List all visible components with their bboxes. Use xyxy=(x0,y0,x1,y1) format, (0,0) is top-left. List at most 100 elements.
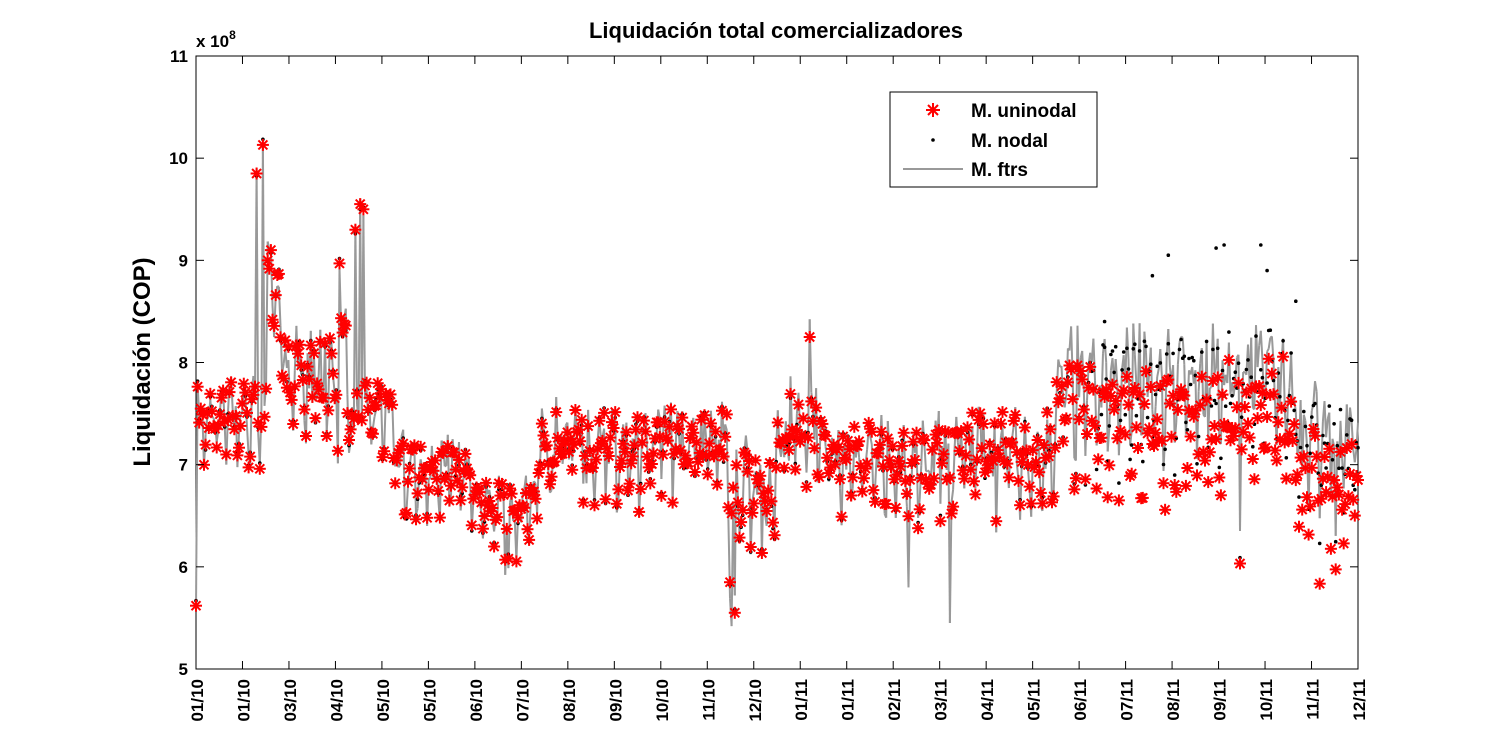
uninodal-point xyxy=(711,478,724,491)
uninodal-point xyxy=(867,484,880,497)
uninodal-point xyxy=(386,398,399,411)
uninodal-point xyxy=(1200,393,1213,406)
uninodal-point xyxy=(1270,454,1283,467)
uninodal-point xyxy=(598,406,611,419)
uninodal-point xyxy=(754,469,767,482)
uninodal-point xyxy=(376,451,389,464)
ftrs-line-segment xyxy=(925,469,928,473)
uninodal-point xyxy=(1234,557,1246,570)
uninodal-point xyxy=(292,347,304,360)
uninodal-point xyxy=(476,522,489,535)
uninodal-point xyxy=(1275,401,1288,414)
uninodal-point xyxy=(1323,442,1336,455)
ftrs-line-segment xyxy=(1141,331,1146,433)
uninodal-point xyxy=(1267,388,1280,401)
uninodal-point xyxy=(1128,382,1141,394)
ftrs-line-segment xyxy=(383,401,387,453)
uninodal-point xyxy=(339,319,352,332)
uninodal-point xyxy=(322,404,335,417)
ftrs-line-segment xyxy=(276,285,280,288)
uninodal-point xyxy=(231,449,244,462)
uninodal-point xyxy=(1291,468,1304,481)
uninodal-point xyxy=(1302,528,1315,541)
uninodal-point xyxy=(1112,494,1125,507)
uninodal-point xyxy=(869,495,881,508)
uninodal-point xyxy=(247,388,260,401)
nodal-point xyxy=(1179,337,1183,342)
uninodal-point xyxy=(255,420,268,433)
uninodal-point xyxy=(1069,472,1082,485)
uninodal-point xyxy=(1348,509,1361,522)
uninodal-point xyxy=(996,406,1009,419)
uninodal-point xyxy=(880,497,893,510)
uninodal-point xyxy=(749,454,762,467)
uninodal-point xyxy=(1235,443,1248,456)
uninodal-point xyxy=(480,476,493,489)
nodal-point xyxy=(1141,459,1145,464)
uninodal-point xyxy=(969,488,982,501)
uninodal-point xyxy=(1259,441,1272,454)
uninodal-point xyxy=(690,436,703,449)
uninodal-point xyxy=(400,506,413,519)
nodal-point xyxy=(1268,328,1273,333)
uninodal-point xyxy=(1246,453,1259,465)
x-tick-label: 11/10 xyxy=(699,679,718,721)
x-tick-label: 11/11 xyxy=(1304,679,1323,720)
legend-marker-uninodal xyxy=(926,103,940,117)
uninodal-point xyxy=(1301,491,1313,504)
nodal-point xyxy=(1123,412,1128,417)
ftrs-line-segment xyxy=(915,440,920,518)
uninodal-point xyxy=(1277,350,1290,363)
nodal-point xyxy=(1212,398,1217,403)
nodal-point xyxy=(1166,253,1171,257)
nodal-point xyxy=(1131,347,1136,351)
uninodal-point xyxy=(449,463,462,476)
uninodal-point xyxy=(943,471,956,484)
uninodal-point xyxy=(639,425,652,438)
uninodal-point xyxy=(856,485,869,498)
nodal-point xyxy=(1182,354,1187,359)
uninodal-point xyxy=(633,505,646,518)
uninodal-point xyxy=(390,454,403,467)
uninodal-point xyxy=(896,439,909,452)
uninodal-point xyxy=(834,473,846,486)
uninodal-point xyxy=(755,547,768,559)
uninodal-point xyxy=(1002,471,1015,484)
uninodal-point xyxy=(582,420,595,433)
x-tick-label: 08/11 xyxy=(1164,679,1183,721)
uninodal-point xyxy=(601,442,614,455)
x-tick-label: 10/10 xyxy=(653,679,672,722)
uninodal-point xyxy=(665,403,677,416)
nodal-point xyxy=(1302,409,1306,414)
uninodal-point xyxy=(913,503,926,516)
uninodal-point xyxy=(1125,467,1138,480)
uninodal-point xyxy=(512,511,524,524)
uninodal-point xyxy=(1304,500,1317,513)
nodal-point xyxy=(1333,539,1338,544)
uninodal-point xyxy=(1334,445,1347,458)
uninodal-point xyxy=(1036,497,1049,510)
ftrs-line-segment xyxy=(950,489,955,503)
uninodal-point xyxy=(1101,491,1114,504)
y-tick-label: 6 xyxy=(179,558,188,577)
uninodal-point xyxy=(1216,388,1229,401)
ftrs-line-segment xyxy=(1325,418,1329,438)
uninodal-point xyxy=(360,376,373,389)
uninodal-point xyxy=(422,483,435,496)
x-tick-label: 09/10 xyxy=(606,679,625,722)
nodal-point xyxy=(1109,352,1113,357)
uninodal-point xyxy=(249,380,261,393)
uninodal-point xyxy=(349,223,362,236)
uninodal-point xyxy=(1297,450,1310,463)
uninodal-point xyxy=(1222,353,1235,366)
uninodal-point xyxy=(687,426,700,439)
ftrs-line-segment xyxy=(1071,377,1076,459)
uninodal-point xyxy=(819,429,832,442)
ftrs-line-segment xyxy=(362,215,366,400)
x-tick-label: 05/11 xyxy=(1025,679,1044,721)
uninodal-point xyxy=(1155,434,1168,447)
uninodal-point xyxy=(645,458,658,470)
uninodal-point xyxy=(908,453,921,466)
uninodal-point xyxy=(510,555,523,568)
